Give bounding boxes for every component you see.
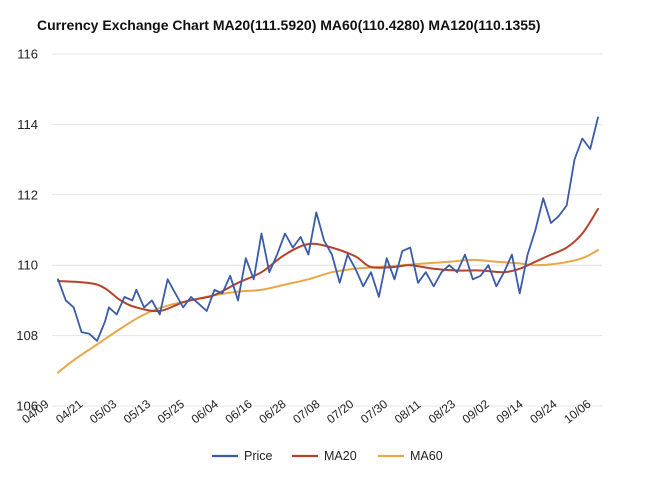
x-tick-label: 08/23 — [426, 397, 459, 427]
x-tick-label: 05/13 — [121, 397, 154, 427]
x-axis-tick-labels: 04/09 04/21 05/03 05/13 05/25 06/04 06/16 06/28… — [19, 397, 594, 427]
legend-label-ma60: MA60 — [410, 449, 443, 463]
x-tick-label: 06/16 — [222, 397, 255, 427]
gridlines — [52, 53, 602, 407]
x-tick-label: 07/20 — [324, 397, 357, 427]
legend-label-ma20: MA20 — [324, 449, 357, 463]
chart-title: Currency Exchange Chart MA20(111.5920) M… — [37, 17, 541, 33]
x-tick-label: 04/21 — [53, 397, 86, 427]
series-lines — [57, 116, 599, 374]
series-line-price — [57, 116, 599, 342]
y-axis-tick-labels: 106 108 110 112 114 116 — [16, 47, 38, 414]
y-tick-label: 116 — [17, 47, 38, 62]
legend: Price MA20 MA60 — [212, 449, 443, 463]
x-tick-label: 05/03 — [87, 397, 120, 427]
y-tick-label: 108 — [16, 328, 38, 343]
x-tick-label: 09/24 — [527, 397, 560, 427]
x-tick-label: 07/08 — [290, 397, 323, 427]
x-tick-label: 06/04 — [189, 397, 222, 427]
legend-label-price: Price — [244, 449, 273, 463]
y-tick-label: 110 — [17, 258, 38, 273]
x-tick-label: 09/14 — [493, 397, 526, 427]
x-tick-label: 08/11 — [392, 397, 424, 426]
y-tick-label: 114 — [17, 117, 38, 132]
x-tick-label: 09/02 — [460, 397, 493, 427]
x-tick-label: 10/06 — [561, 397, 594, 427]
y-tick-label: 106 — [16, 399, 38, 414]
series-line-ma20 — [57, 207, 599, 313]
x-tick-label: 07/30 — [358, 397, 391, 427]
x-tick-label: 05/25 — [155, 397, 188, 427]
x-tick-label: 06/28 — [256, 397, 289, 427]
y-tick-label: 112 — [17, 187, 38, 202]
series-line-ma60 — [57, 249, 599, 374]
